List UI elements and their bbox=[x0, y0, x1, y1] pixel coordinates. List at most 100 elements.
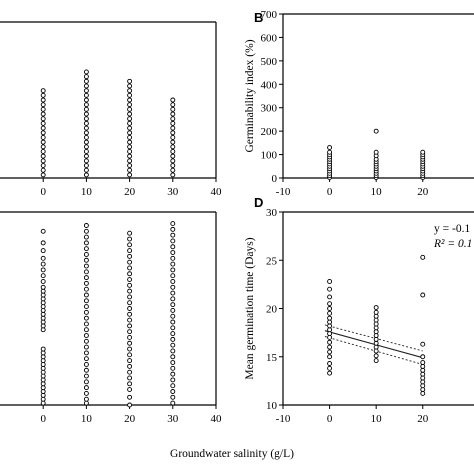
data-point bbox=[327, 354, 333, 360]
data-point bbox=[127, 230, 133, 236]
data-point bbox=[127, 253, 133, 259]
data-point bbox=[127, 340, 133, 346]
data-point bbox=[83, 385, 89, 391]
data-point bbox=[127, 294, 133, 300]
data-point bbox=[127, 92, 133, 98]
data-point bbox=[40, 153, 46, 159]
data-point bbox=[83, 286, 89, 292]
data-point bbox=[127, 300, 133, 306]
data-point bbox=[373, 325, 379, 331]
data-point bbox=[327, 361, 333, 366]
data-point bbox=[170, 394, 176, 400]
data-point bbox=[40, 120, 46, 126]
data-point bbox=[127, 116, 133, 122]
data-point bbox=[170, 238, 176, 244]
data-point bbox=[127, 149, 133, 154]
data-point bbox=[40, 279, 46, 284]
data-point bbox=[170, 244, 176, 250]
data-point bbox=[327, 323, 333, 329]
data-point bbox=[40, 130, 46, 136]
regression-equation: y = -0.1 bbox=[434, 223, 470, 235]
data-point bbox=[170, 134, 176, 140]
x-tick-label: 20 bbox=[124, 413, 136, 425]
data-point bbox=[40, 149, 46, 154]
shared-x-axis-label: Groundwater salinity (g/L) bbox=[170, 448, 294, 460]
data-point bbox=[127, 277, 133, 282]
data-point bbox=[170, 226, 176, 232]
data-point bbox=[40, 373, 46, 379]
data-point bbox=[83, 373, 89, 379]
data-point bbox=[127, 102, 133, 108]
data-point bbox=[327, 310, 333, 316]
data-point bbox=[327, 339, 333, 345]
ci-lower-line bbox=[324, 336, 423, 365]
data-point bbox=[327, 319, 333, 325]
data-point bbox=[127, 111, 133, 117]
data-point bbox=[83, 134, 89, 140]
data-point bbox=[170, 290, 176, 296]
data-point bbox=[170, 307, 176, 313]
data-point bbox=[420, 371, 426, 377]
data-point bbox=[170, 130, 176, 136]
data-point bbox=[420, 292, 426, 298]
data-point bbox=[83, 315, 89, 321]
data-point bbox=[170, 221, 176, 227]
data-point bbox=[83, 163, 89, 168]
data-point bbox=[40, 228, 46, 234]
data-point bbox=[127, 402, 133, 408]
data-point bbox=[127, 242, 133, 248]
panel-c: 0 10 20 30 40 bbox=[0, 211, 222, 425]
data-point bbox=[127, 130, 133, 136]
data-point bbox=[83, 78, 89, 84]
data-point bbox=[170, 97, 176, 103]
data-point bbox=[373, 336, 379, 342]
data-point bbox=[83, 139, 89, 145]
data-point bbox=[127, 144, 133, 150]
data-point bbox=[170, 250, 176, 255]
data-point bbox=[83, 327, 89, 333]
data-point bbox=[170, 342, 176, 348]
data-point bbox=[373, 149, 379, 155]
data-point bbox=[127, 335, 133, 340]
data-point bbox=[327, 349, 333, 355]
x-tick-label: 0 bbox=[327, 186, 333, 198]
y-tick-label: 15 bbox=[266, 352, 278, 364]
data-point bbox=[420, 375, 426, 381]
data-point bbox=[127, 97, 133, 103]
data-point bbox=[83, 333, 89, 338]
data-point bbox=[40, 255, 46, 261]
data-point bbox=[40, 158, 46, 164]
data-point bbox=[40, 296, 46, 302]
data-point bbox=[170, 360, 176, 365]
data-point bbox=[83, 292, 89, 298]
data-point bbox=[420, 360, 426, 365]
data-point bbox=[327, 294, 333, 300]
data-point bbox=[420, 379, 426, 385]
y-tick-label: 300 bbox=[261, 103, 278, 115]
data-point bbox=[40, 327, 46, 333]
data-point bbox=[327, 145, 333, 150]
data-point bbox=[83, 167, 89, 173]
data-point bbox=[83, 172, 89, 178]
data-point bbox=[83, 74, 89, 80]
x-tick-label: 0 bbox=[327, 413, 333, 425]
data-point bbox=[40, 288, 46, 294]
data-point bbox=[170, 313, 176, 319]
data-point bbox=[373, 317, 379, 323]
x-tick-label: 30 bbox=[167, 413, 179, 425]
data-point bbox=[83, 263, 89, 269]
data-point bbox=[373, 321, 379, 327]
ci-upper-line bbox=[324, 324, 423, 352]
data-point bbox=[170, 163, 176, 168]
fit-line bbox=[324, 330, 423, 359]
data-point bbox=[83, 69, 89, 75]
data-point bbox=[40, 392, 46, 398]
data-point bbox=[83, 390, 89, 396]
data-point bbox=[327, 335, 333, 340]
data-point bbox=[83, 298, 89, 304]
y-axis-title: Germinability index (%) bbox=[244, 39, 256, 152]
data-point bbox=[40, 319, 46, 325]
data-point bbox=[373, 348, 379, 354]
data-point bbox=[170, 302, 176, 308]
data-point bbox=[170, 371, 176, 377]
